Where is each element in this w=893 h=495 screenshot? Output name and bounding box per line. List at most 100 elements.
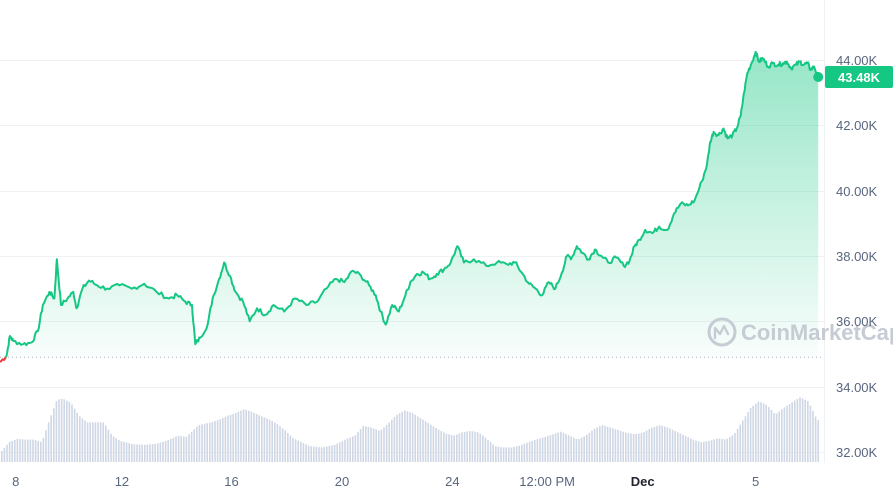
volume-bar [487,439,489,462]
volume-bar [742,420,744,462]
y-tick-label: 36.00K [836,314,878,329]
volume-bar [344,439,346,462]
volume-bar [443,432,445,462]
x-tick-label: 5 [752,474,759,489]
volume-bar [705,441,708,462]
volume-bar [242,409,245,462]
volume-bar [29,439,32,462]
volume-bar [731,435,734,462]
volume-bar [66,400,68,462]
volume-bar [752,405,754,462]
volume-bar [167,440,169,462]
volume-bar [778,411,780,462]
volume-bar [209,422,211,462]
volume-bar [157,443,159,462]
volume-bar [380,429,383,462]
volume-bar [549,435,552,462]
y-tick-label: 32.00K [836,445,878,460]
volume-bar [175,436,177,462]
volume-bar [136,444,138,462]
volume-bar [765,404,767,462]
volume-bar [612,428,614,462]
volume-bar [703,441,705,462]
volume-bar [16,438,19,462]
volume-bar [713,439,715,462]
volume-bar [79,416,81,462]
volume-bar [190,431,193,462]
volume-bar [651,427,653,462]
volume-bar [476,432,479,462]
volume-bar [94,422,97,462]
volume-bar [515,446,518,462]
volume-bar [292,437,294,462]
volume-bar [669,428,671,462]
volume-bar [510,447,513,462]
volume-bar [583,436,585,462]
volume-bar [375,429,377,462]
volume-bar [131,443,133,462]
volume-bar [440,431,442,462]
volume-bar [346,438,349,462]
volume-bar [47,422,50,462]
volume-bar [203,423,206,462]
volume-bar [609,427,611,462]
volume-bar [14,439,16,462]
y-axis: 32.00K 34.00K 36.00K 38.00K 40.00K 42.00K 44.0… [836,53,878,460]
volume-bar [492,444,494,462]
volume-bar [279,426,281,462]
volume-bar [539,438,541,462]
volume-bar [266,418,268,462]
volume-bar [541,437,544,462]
y-tick-label: 38.00K [836,249,878,264]
volume-bar [227,415,229,462]
volume-bar [8,441,11,462]
volume-bar [562,432,565,462]
volume-bar [21,439,24,462]
volume-bar [812,411,814,462]
volume-bar [804,399,806,462]
volume-bar [149,444,151,462]
volume-bar [97,422,99,462]
volume-bar [396,414,398,462]
volume-bar [154,443,156,462]
volume-bar [76,412,78,462]
volume-bar [258,415,260,462]
volume-bar [807,401,809,462]
volume-bar [627,433,630,462]
volume-bar [453,435,455,462]
volume-bar [630,433,632,462]
volume-bar [578,438,580,462]
volume-bar [159,442,162,462]
volume-bar [463,431,466,462]
volume-bar [638,433,640,462]
volume-bar [102,422,104,462]
volume-bar [58,399,60,462]
volume-bar [614,429,617,462]
volume-bar [211,421,214,462]
volume-bar [718,438,721,462]
volume-bar [570,436,572,462]
volume-bar [430,424,432,462]
volume-bar [523,443,526,462]
volume-bar [3,447,6,462]
volume-bar [196,426,198,462]
volume-bar [544,436,546,462]
volume-bar [315,446,318,462]
volume-bar [437,429,440,462]
volume-bar [92,422,94,462]
volume-bar [809,405,812,462]
volume-bar [354,435,357,462]
volume-bar [170,439,172,462]
volume-bar [814,416,817,462]
volume-bar [489,442,492,462]
volume-bar [398,413,401,462]
volume-bar [68,401,71,462]
volume-bar [253,412,255,462]
volume-bar [461,432,463,462]
volume-bar [323,447,325,462]
volume-bar [281,428,284,462]
volume-bar [526,442,528,462]
volume-bar [604,425,606,462]
volume-bar [599,426,601,462]
volume-bar [445,433,448,462]
